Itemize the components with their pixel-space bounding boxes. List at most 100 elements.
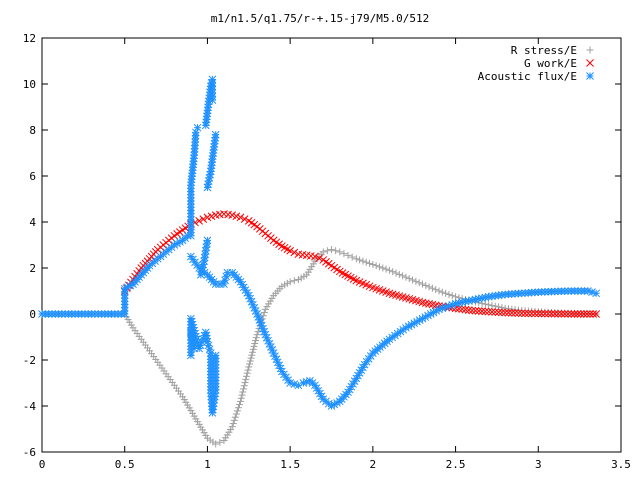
axis-ticks: 0 0.5 1 1.5 2 2.5 3 3.5 -6 -4 -2 0 2 4 6 8 10 12 xyxy=(23,32,631,471)
data-point xyxy=(249,345,257,353)
data-point xyxy=(233,407,241,415)
marker-stroke xyxy=(392,291,400,299)
data-point xyxy=(372,262,380,270)
marker-stroke xyxy=(275,240,283,249)
data-point xyxy=(241,379,249,387)
data-point xyxy=(379,264,387,272)
marker-stroke xyxy=(286,379,294,387)
data-point xyxy=(491,308,500,316)
marker-stroke xyxy=(557,310,566,318)
marker-stroke xyxy=(282,373,290,382)
data-point xyxy=(230,416,238,424)
data-point xyxy=(412,277,420,285)
marker-stroke xyxy=(537,309,546,318)
marker-stroke xyxy=(298,250,307,259)
data-point xyxy=(458,305,467,314)
y-tick-label: 0 xyxy=(29,308,36,321)
marker-stroke xyxy=(256,319,265,327)
data-point xyxy=(251,339,259,347)
data-point xyxy=(517,309,526,318)
data-point xyxy=(208,96,217,104)
marker-stroke xyxy=(250,304,259,312)
data-point xyxy=(246,360,254,368)
data-point xyxy=(362,258,370,266)
marker-stroke xyxy=(425,300,433,308)
marker-stroke xyxy=(201,328,210,337)
marker-stroke xyxy=(362,280,371,289)
marker-stroke xyxy=(576,310,585,318)
marker-stroke xyxy=(324,259,333,268)
data-point xyxy=(524,309,533,318)
marker-stroke xyxy=(191,258,199,267)
marker-stroke xyxy=(322,258,330,266)
data-point xyxy=(234,404,242,412)
marker-stroke xyxy=(211,130,220,139)
x-tick-label: 1 xyxy=(204,458,211,471)
marker-stroke xyxy=(280,243,289,252)
data-point xyxy=(250,342,258,350)
data-point xyxy=(232,410,240,418)
data-point xyxy=(252,337,260,345)
x-tick-label: 2 xyxy=(370,458,377,471)
marker-stroke xyxy=(498,308,506,317)
data-point xyxy=(418,280,426,288)
marker-stroke xyxy=(398,293,407,301)
marker-stroke xyxy=(541,309,549,318)
data-point xyxy=(315,254,323,263)
data-point xyxy=(579,310,588,318)
marker-stroke xyxy=(471,306,480,315)
marker-stroke xyxy=(527,309,536,318)
x-tick-label: 1.5 xyxy=(280,458,300,471)
marker-stroke xyxy=(290,248,299,257)
data-point xyxy=(452,293,460,301)
marker-stroke xyxy=(554,309,562,318)
marker-stroke xyxy=(330,263,339,272)
marker-stroke xyxy=(369,283,377,292)
marker-stroke xyxy=(314,386,323,395)
marker-stroke xyxy=(524,309,533,318)
marker-stroke xyxy=(275,361,283,370)
marker-stroke xyxy=(187,252,195,261)
data-point xyxy=(211,130,220,139)
data-point xyxy=(445,290,453,298)
data-point xyxy=(592,310,601,318)
marker-stroke xyxy=(302,251,311,260)
marker-stroke xyxy=(346,273,355,282)
marker-stroke xyxy=(567,310,576,318)
x-tick-label: 3 xyxy=(535,458,542,471)
data-point xyxy=(348,253,356,261)
marker-stroke xyxy=(306,252,315,260)
data-point xyxy=(240,215,249,223)
marker-stroke xyxy=(412,296,420,305)
data-point xyxy=(336,248,344,256)
data-point xyxy=(228,423,236,431)
marker-stroke xyxy=(294,250,303,259)
marker-stroke xyxy=(338,269,347,277)
marker-stroke xyxy=(283,245,292,254)
marker-stroke xyxy=(244,216,253,225)
marker-stroke xyxy=(257,321,266,330)
y-tick-label: 2 xyxy=(29,262,36,275)
x-tick-label: 2.5 xyxy=(446,458,466,471)
marker-stroke xyxy=(220,210,228,218)
data-point xyxy=(243,372,251,380)
data-point xyxy=(211,351,220,360)
data-point xyxy=(311,252,319,261)
marker-stroke xyxy=(507,309,516,317)
data-point xyxy=(586,310,594,318)
legend-label: Acoustic flux/E xyxy=(478,70,577,83)
data-point xyxy=(428,284,436,292)
marker-stroke xyxy=(418,298,427,307)
data-point xyxy=(557,310,566,318)
data-point xyxy=(248,351,256,359)
data-point xyxy=(484,307,493,316)
data-point xyxy=(356,256,364,264)
marker-stroke xyxy=(239,283,248,292)
marker-stroke xyxy=(193,123,202,132)
y-tick-label: 10 xyxy=(23,78,36,91)
marker-stroke xyxy=(253,310,261,318)
marker-stroke xyxy=(511,309,519,317)
marker-stroke xyxy=(286,246,294,255)
